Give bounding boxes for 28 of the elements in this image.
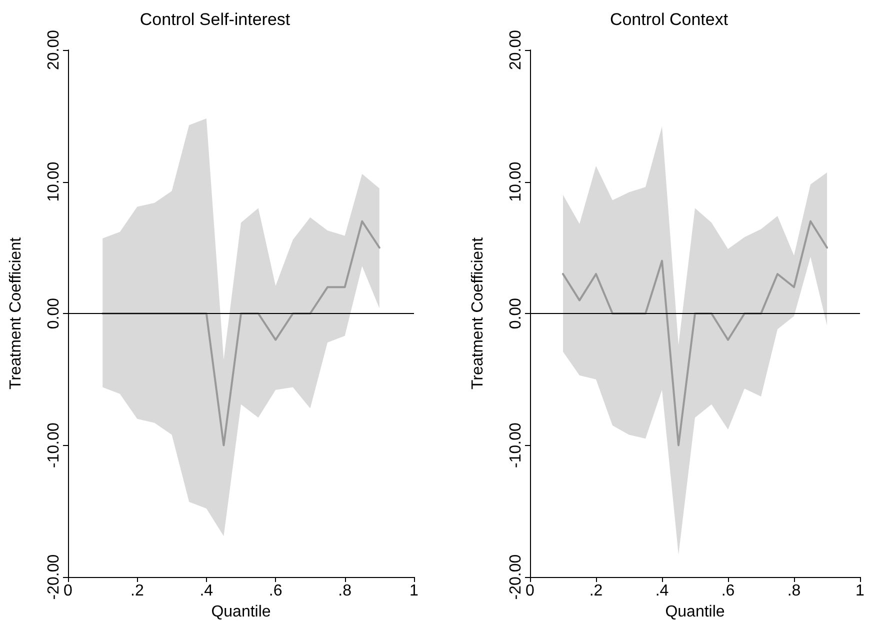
x-axis-title: Quantile [211, 603, 271, 620]
y-tick-label: 20.00 [46, 30, 62, 70]
y-tick-label: 10.00 [508, 162, 524, 202]
x-tick-label: .6 [268, 582, 282, 600]
x-tick-label: 1 [410, 582, 419, 600]
x-tick-label: .2 [130, 582, 144, 600]
x-axis-title: Quantile [665, 603, 725, 620]
y-tick-label: -10.00 [508, 422, 524, 468]
y-tick-label: 10.00 [46, 162, 62, 202]
x-tick-label: .4 [655, 582, 669, 600]
y-tick-label: -10.00 [46, 422, 62, 468]
y-tick-label: -20.00 [46, 554, 62, 600]
y-tick-label: 0.00 [46, 298, 62, 330]
x-tick-label: 0 [526, 582, 535, 600]
x-tick-label: .8 [787, 582, 801, 600]
x-tick-label: .2 [589, 582, 603, 600]
chart-title: Control Context [610, 10, 728, 29]
y-tick-label: 0.00 [508, 298, 524, 330]
x-tick-label: .8 [338, 582, 352, 600]
y-tick-label: -20.00 [508, 554, 524, 600]
x-tick-label: .4 [200, 582, 214, 600]
y-axis-title: Treatment Coefficient [8, 236, 24, 390]
x-tick-label: .6 [721, 582, 735, 600]
y-tick-label: 20.00 [508, 30, 524, 70]
x-tick-label: 1 [856, 582, 865, 600]
chart-title: Control Self-interest [140, 10, 290, 29]
y-axis-title: Treatment Coefficient [470, 236, 486, 390]
x-tick-label: 0 [64, 582, 73, 600]
